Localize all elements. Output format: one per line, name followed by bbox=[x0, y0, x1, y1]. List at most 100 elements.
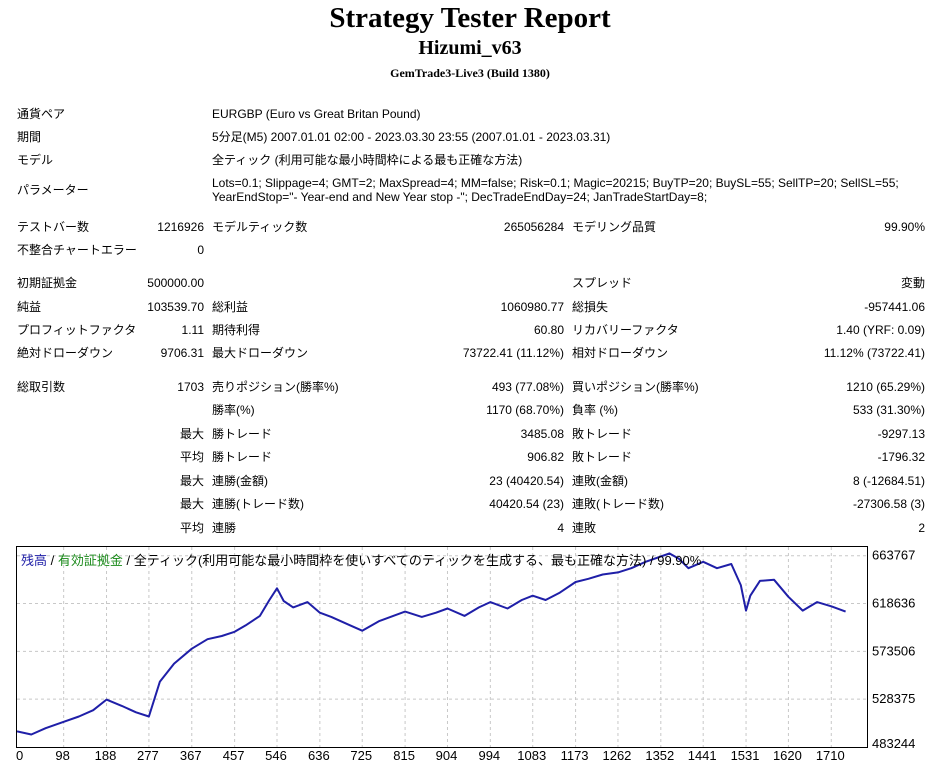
max-consec-prefix: 最大 bbox=[179, 474, 204, 488]
model-label: モデル bbox=[17, 153, 54, 167]
deposit-label: 初期証拠金 bbox=[17, 276, 78, 290]
x-tick-label: 98 bbox=[55, 748, 69, 763]
report-title: Strategy Tester Report bbox=[329, 2, 611, 34]
gross-loss-label: 総損失 bbox=[572, 300, 609, 314]
x-tick-label: 1620 bbox=[773, 748, 802, 763]
x-tick-label: 1710 bbox=[816, 748, 845, 763]
y-tick-label: 618636 bbox=[872, 596, 915, 611]
avg-consec-row: 平均 連勝 4 連敗 2 bbox=[0, 518, 940, 538]
y-tick-label: 663767 bbox=[872, 548, 915, 563]
largest-row: 最大 勝トレード 3485.08 敗トレード -9297.13 bbox=[0, 424, 940, 444]
avg-win-value: 906.82 bbox=[527, 450, 564, 464]
x-tick-label: 367 bbox=[180, 748, 202, 763]
balance-chart: 残高 / 有効証拠金 / 全ティック(利用可能な最小時間枠を使いすべてのティック… bbox=[16, 546, 868, 748]
average-row: 平均 勝トレード 906.82 敗トレード -1796.32 bbox=[0, 447, 940, 467]
payoff-value: 60.80 bbox=[533, 323, 564, 337]
net-label: 純益 bbox=[17, 300, 42, 314]
ticks-label: モデルティック数 bbox=[212, 220, 308, 234]
loss-rate-value: 533 (31.30%) bbox=[852, 403, 925, 417]
mismatch-label: 不整合チャートエラー bbox=[17, 243, 137, 257]
trades-label: 総取引数 bbox=[17, 380, 66, 394]
max-consec-profit-label: 連勝(トレード数) bbox=[212, 497, 304, 511]
legend-sep-2: / bbox=[122, 553, 134, 568]
y-tick-label: 528375 bbox=[872, 691, 915, 706]
x-tick-label: 1531 bbox=[731, 748, 760, 763]
spread-value: 変動 bbox=[900, 276, 925, 290]
gross-profit-label: 総利益 bbox=[212, 300, 249, 314]
max-consec-losses-value: 8 (-12684.51) bbox=[852, 474, 925, 488]
net-value: 103539.70 bbox=[147, 300, 204, 314]
max-consec-loss-label: 連敗(トレード数) bbox=[572, 497, 664, 511]
legend-rest: 全ティック(利用可能な最小時間枠を使いすべてのティックを生成する、最も正確な方法… bbox=[133, 553, 702, 568]
net-row: 純益 103539.70 総利益 1060980.77 総損失 -957441.… bbox=[0, 297, 940, 317]
max-consec-wins-value: 23 (40420.54) bbox=[489, 474, 564, 488]
deposit-value: 500000.00 bbox=[147, 276, 204, 290]
max-dd-label: 最大ドローダウン bbox=[212, 346, 309, 360]
trades-row: 総取引数 1703 売りポジション(勝率%) 493 (77.08%) 買いポジ… bbox=[0, 377, 940, 397]
symbol-value: EURGBP (Euro vs Great Britan Pound) bbox=[212, 107, 421, 121]
balance-chart-svg bbox=[17, 547, 867, 747]
period-value: 5分足(M5) 2007.01.01 02:00 - 2023.03.30 23… bbox=[212, 130, 611, 144]
bars-row: テストバー数 1216926 モデルティック数 265056284 モデリング品… bbox=[0, 217, 940, 237]
symbol-row: 通貨ペア EURGBP (Euro vs Great Britan Pound) bbox=[0, 104, 940, 124]
short-value: 493 (77.08%) bbox=[491, 380, 564, 394]
y-axis: 663767 618636 573506 528375 483244 bbox=[872, 548, 915, 751]
legend-equity: 有効証拠金 bbox=[57, 553, 123, 568]
x-tick-label: 1173 bbox=[561, 748, 589, 763]
symbol-label: 通貨ペア bbox=[17, 107, 66, 121]
pf-label: プロフィットファクタ bbox=[17, 323, 137, 337]
rf-value: 1.40 (YRF: 0.09) bbox=[836, 323, 925, 337]
expert-name: Hizumi_v63 bbox=[418, 37, 522, 59]
gross-profit-value: 1060980.77 bbox=[500, 300, 564, 314]
max-consec-row: 最大 連勝(金額) 23 (40420.54) 連敗(金額) 8 (-12684… bbox=[0, 471, 940, 491]
period-row: 期間 5分足(M5) 2007.01.01 02:00 - 2023.03.30… bbox=[0, 127, 940, 147]
quality-label: モデリング品質 bbox=[572, 220, 657, 234]
x-tick-label: 904 bbox=[436, 748, 458, 763]
avg-consec-losses-value: 2 bbox=[918, 521, 925, 535]
avg-loss-value: -1796.32 bbox=[877, 450, 925, 464]
winrate-row: 勝率(%) 1170 (68.70%) 負率 (%) 533 (31.30%) bbox=[0, 400, 940, 420]
bars-label: テストバー数 bbox=[17, 220, 90, 234]
avg-win-label: 勝トレード bbox=[212, 450, 273, 464]
x-tick-label: 994 bbox=[478, 748, 500, 763]
rel-dd-value: 11.12% (73722.41) bbox=[823, 346, 925, 360]
trades-value: 1703 bbox=[177, 380, 204, 394]
pf-row: プロフィットファクタ 1.11 期待利得 60.80 リカバリーファクタ 1.4… bbox=[0, 320, 940, 340]
max-consec-profit-value: 40420.54 (23) bbox=[489, 497, 564, 511]
x-tick-label: 636 bbox=[308, 748, 330, 763]
x-tick-label: 1441 bbox=[688, 748, 717, 763]
largest-loss-label: 敗トレード bbox=[572, 427, 633, 441]
params-line-1: Lots=0.1; Slippage=4; GMT=2; MaxSpread=4… bbox=[212, 176, 899, 190]
loss-rate-label: 負率 (%) bbox=[572, 403, 618, 417]
legend-sep-1: / bbox=[47, 553, 58, 568]
model-value: 全ティック (利用可能な最小時間枠による最も正確な方法) bbox=[212, 153, 523, 167]
pf-value: 1.11 bbox=[181, 323, 204, 337]
long-label: 買いポジション(勝率%) bbox=[572, 380, 699, 394]
max-consec-wins-label: 連勝(金額) bbox=[212, 474, 268, 488]
max-consec-losses-label: 連敗(金額) bbox=[572, 474, 628, 488]
x-tick-label: 0 bbox=[16, 748, 23, 763]
legend-balance: 残高 bbox=[21, 553, 48, 568]
quality-value: 99.90% bbox=[884, 220, 925, 234]
win-rate-value: 1170 (68.70%) bbox=[486, 403, 564, 417]
win-rate-label: 勝率(%) bbox=[212, 403, 255, 417]
params-value: Lots=0.1; Slippage=4; GMT=2; MaxSpread=4… bbox=[212, 176, 932, 204]
x-tick-label: 277 bbox=[137, 748, 159, 763]
period-label: 期間 bbox=[17, 130, 42, 144]
mismatch-value: 0 bbox=[197, 243, 204, 257]
largest-loss-value: -9297.13 bbox=[877, 427, 925, 441]
mismatch-row: 不整合チャートエラー 0 bbox=[0, 240, 940, 260]
rf-label: リカバリーファクタ bbox=[572, 323, 679, 337]
params-label: パラメーター bbox=[17, 183, 89, 197]
deposit-row: 初期証拠金 500000.00 スプレッド 変動 bbox=[0, 273, 940, 293]
x-tick-label: 1352 bbox=[645, 748, 674, 763]
rel-dd-label: 相対ドローダウン bbox=[572, 346, 669, 360]
x-tick-label: 1083 bbox=[517, 748, 546, 763]
max-consec-amount-prefix: 最大 bbox=[179, 497, 204, 511]
params-line-2: YearEndStop="- Year-end and New Year sto… bbox=[212, 190, 708, 204]
avg-consec-wins-value: 4 bbox=[557, 521, 564, 535]
dd-row: 絶対ドローダウン 9706.31 最大ドローダウン 73722.41 (11.1… bbox=[0, 343, 940, 363]
y-tick-label: 573506 bbox=[872, 643, 915, 658]
x-axis: 0 98 188 277 367 457 546 636 725 815 904 994 1083 117… bbox=[16, 748, 845, 763]
avg-consec-prefix: 平均 bbox=[179, 521, 204, 535]
